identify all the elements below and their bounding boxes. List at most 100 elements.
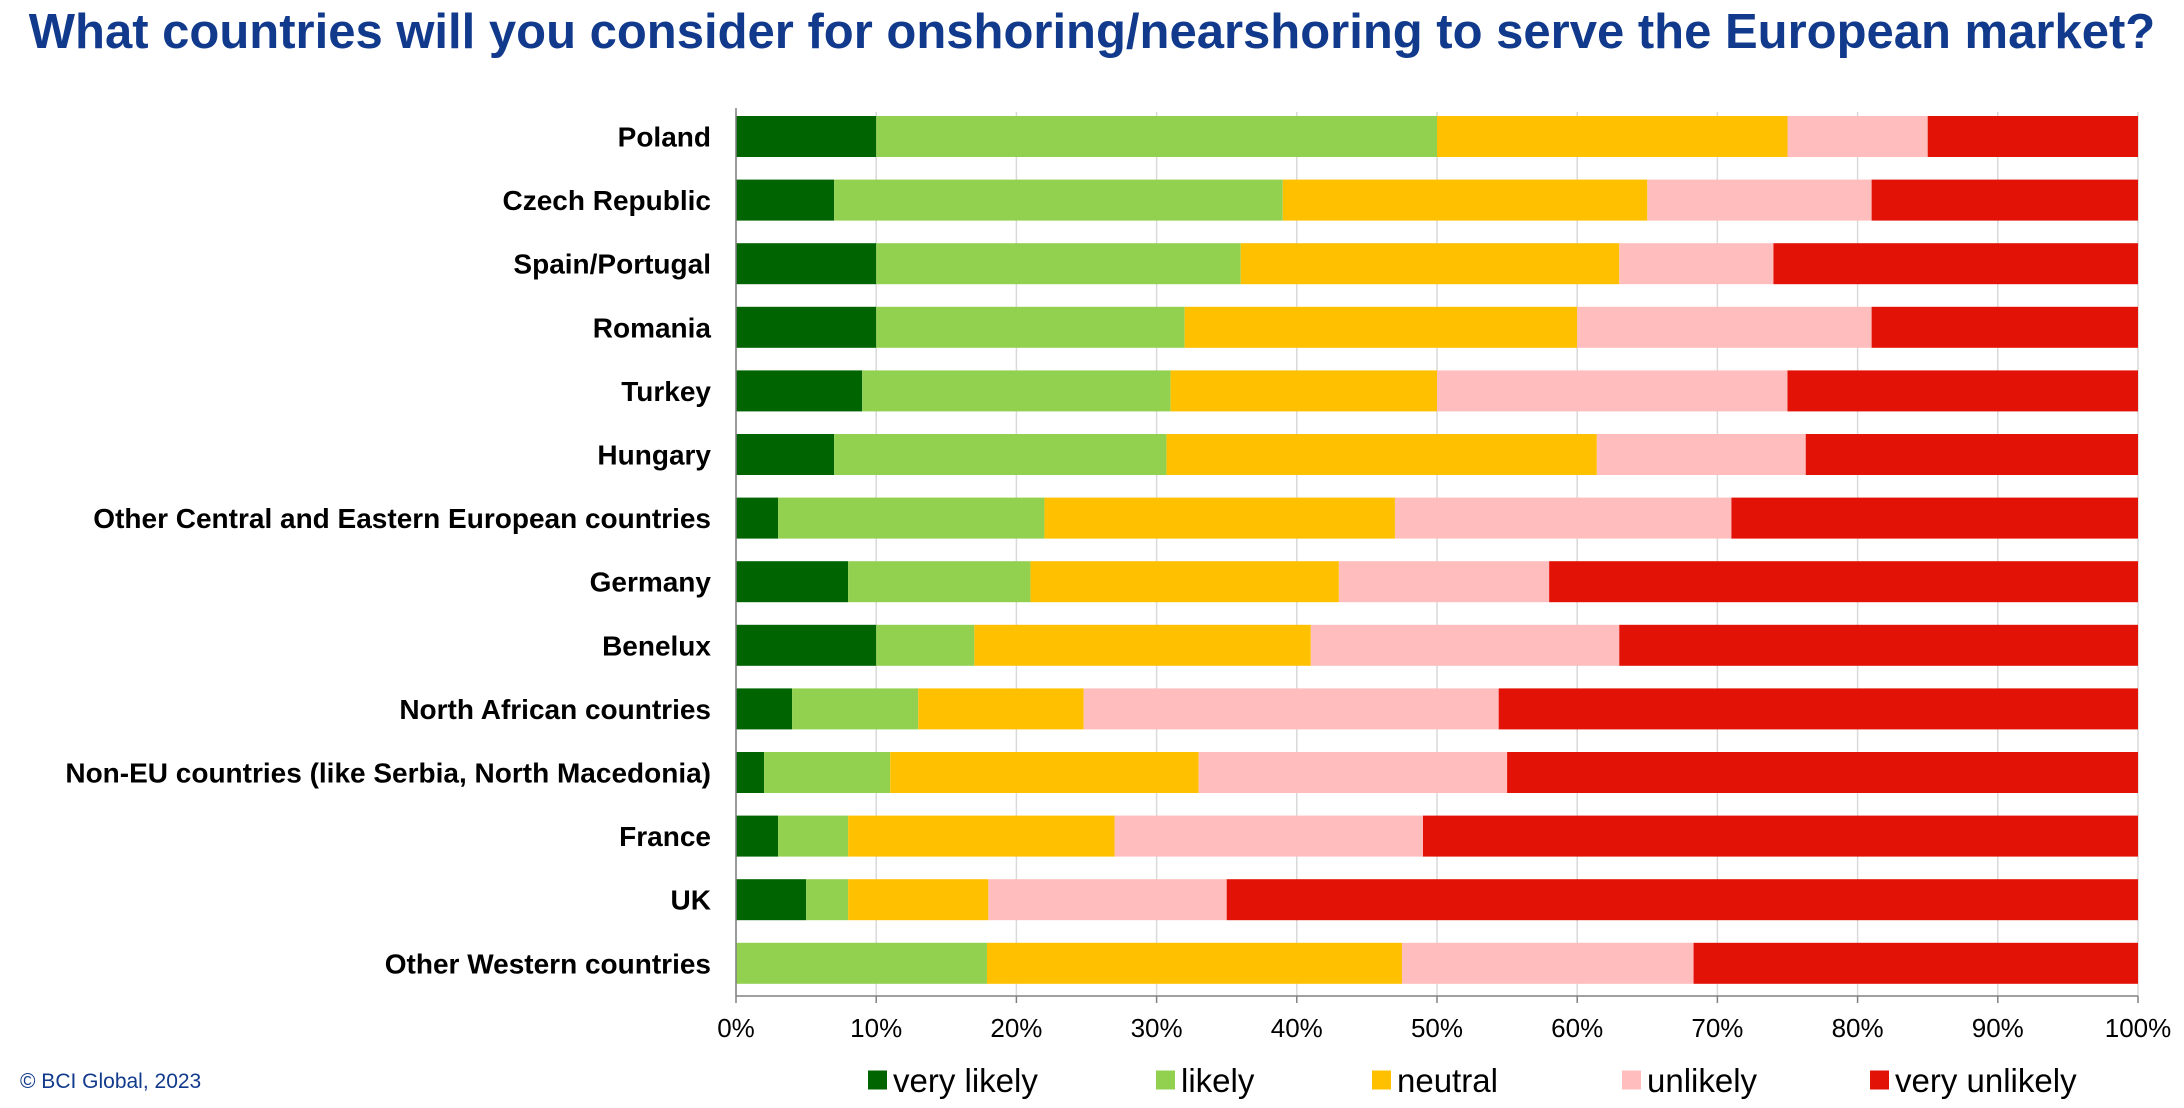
category-label: Poland <box>618 122 711 153</box>
bar-segment-likely <box>736 942 987 984</box>
bar-segment-neutral <box>848 879 989 921</box>
legend-label: very unlikely <box>1895 1062 2077 1099</box>
bar-segment-very-likely <box>736 879 807 921</box>
category-label: Benelux <box>602 630 711 661</box>
legend-swatch <box>868 1070 887 1090</box>
bar-segment-neutral <box>1240 243 1620 285</box>
bar-segment-neutral <box>986 942 1402 984</box>
bar-segment-very-unlikely <box>1693 942 2138 984</box>
tick-label: 70% <box>1691 1013 1743 1043</box>
category-label: France <box>619 821 711 852</box>
bar-segment-unlikely <box>1596 434 1806 475</box>
bar-segment-unlikely <box>1437 370 1788 412</box>
bar-segment-likely <box>806 879 849 921</box>
tick-label: 100% <box>2105 1013 2172 1043</box>
bar-segment-neutral <box>974 624 1311 666</box>
bar-segment-unlikely <box>1401 942 1694 984</box>
bar-segment-very-likely <box>736 688 793 730</box>
category-label: Other Central and Eastern European count… <box>93 503 711 534</box>
bar-segment-likely <box>778 497 1045 539</box>
bar-segment-unlikely <box>1577 306 1872 348</box>
bar-segment-neutral <box>890 752 1199 793</box>
bar-segment-unlikely <box>988 879 1227 921</box>
bar-segment-likely <box>876 116 1437 157</box>
legend-label: unlikely <box>1647 1062 1758 1099</box>
legend: very likely likely neutral unlikely very unl… <box>868 1062 2077 1099</box>
legend-label: neutral <box>1397 1062 1498 1099</box>
bar-segment-very-likely <box>736 243 877 285</box>
bar-segment-neutral <box>1282 179 1648 221</box>
chart-title: What countries will you consider for ons… <box>28 5 2156 59</box>
tick-label: 0% <box>717 1013 755 1043</box>
category-label: UK <box>671 885 711 916</box>
bar-segment-very-likely <box>736 561 849 603</box>
tick-label: 90% <box>1972 1013 2024 1043</box>
legend-swatch <box>1870 1070 1889 1090</box>
legend-swatch <box>1372 1070 1391 1090</box>
tick-label: 80% <box>1832 1013 1884 1043</box>
bar-segment-neutral <box>1184 306 1578 348</box>
bar-segment-neutral <box>1044 497 1395 539</box>
bar-segment-neutral <box>848 815 1115 857</box>
bar-segment-very-unlikely <box>1773 243 2138 285</box>
bar-segment-very-unlikely <box>1731 497 2138 539</box>
tick-label: 20% <box>990 1013 1042 1043</box>
bar-segment-very-likely <box>736 752 765 793</box>
bars <box>736 116 2138 984</box>
tick-label: 40% <box>1271 1013 1323 1043</box>
bar-segment-likely <box>848 561 1031 603</box>
bar-segment-very-unlikely <box>1507 752 2138 793</box>
bar-segment-likely <box>862 370 1171 412</box>
bar-segment-very-unlikely <box>1787 370 2138 412</box>
bar-segment-neutral <box>1030 561 1339 603</box>
bar-segment-unlikely <box>1198 752 1508 793</box>
bar-segment-unlikely <box>1647 179 1872 221</box>
bar-segment-likely <box>778 815 849 857</box>
bar-segment-likely <box>834 179 1283 221</box>
tick-label: 30% <box>1131 1013 1183 1043</box>
bar-segment-likely <box>876 306 1185 348</box>
bar-segment-unlikely <box>1338 561 1550 603</box>
x-axis: 0% 10% 20% 30% 40% 50% 60% 70% 80% 90% 100% <box>717 108 2171 1043</box>
bar-segment-very-unlikely <box>1619 624 2138 666</box>
bar-segment-neutral <box>1166 434 1597 475</box>
bar-segment-unlikely <box>1394 497 1732 539</box>
category-label: Other Western countries <box>385 948 711 979</box>
legend-label: very likely <box>893 1062 1038 1099</box>
bar-segment-neutral <box>1437 116 1788 157</box>
category-label: Spain/Portugal <box>513 249 711 280</box>
category-labels: Poland Czech Republic Spain/Portugal Romani… <box>65 122 711 980</box>
tick-label: 60% <box>1551 1013 1603 1043</box>
bar-segment-neutral <box>918 688 1084 730</box>
category-label: Germany <box>590 567 712 598</box>
category-label: Romania <box>593 312 712 343</box>
bar-segment-unlikely <box>1787 116 1928 157</box>
bar-segment-very-unlikely <box>1871 306 2138 348</box>
bar-segment-very-likely <box>736 815 779 857</box>
bar-segment-very-likely <box>736 624 877 666</box>
bar-segment-likely <box>876 624 975 666</box>
bar-segment-very-likely <box>736 306 877 348</box>
bar-segment-very-unlikely <box>1498 688 2138 730</box>
bar-segment-likely <box>834 434 1167 475</box>
bar-segment-neutral <box>1170 370 1437 412</box>
bar-segment-unlikely <box>1114 815 1423 857</box>
bar-segment-very-unlikely <box>1871 179 2138 221</box>
bar-segment-very-unlikely <box>1927 116 2138 157</box>
bar-segment-likely <box>764 752 891 793</box>
bar-segment-very-unlikely <box>1805 434 2138 475</box>
legend-label: likely <box>1181 1062 1255 1099</box>
bar-segment-unlikely <box>1310 624 1620 666</box>
bar-segment-very-unlikely <box>1422 815 2138 857</box>
category-label: Hungary <box>597 440 711 471</box>
category-label: Czech Republic <box>503 185 711 216</box>
bar-segment-unlikely <box>1619 243 1774 285</box>
bar-segment-very-likely <box>736 116 877 157</box>
tick-label: 50% <box>1411 1013 1463 1043</box>
category-label: North African countries <box>399 694 711 725</box>
bar-segment-very-unlikely <box>1549 561 2138 603</box>
bar-segment-likely <box>792 688 919 730</box>
source-credit: © BCI Global, 2023 <box>20 1070 201 1093</box>
category-label: Turkey <box>621 376 711 407</box>
